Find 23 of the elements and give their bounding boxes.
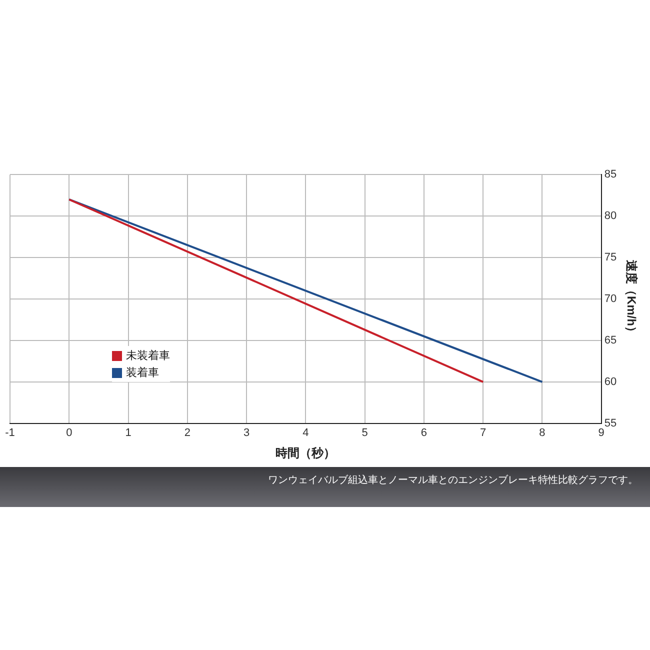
y-tick-label: 60 (604, 376, 617, 388)
y-axis-title: 速度（Km/h） (624, 259, 638, 338)
legend-label: 未装着車 (126, 348, 170, 363)
x-tick-label: 8 (539, 427, 546, 440)
x-tick-label: 5 (362, 427, 368, 440)
y-tick-label: 70 (604, 293, 617, 306)
x-tick-label: 0 (66, 427, 72, 440)
x-tick-label: 6 (420, 427, 428, 440)
x-tick-label: 4 (302, 427, 309, 440)
legend-label: 装着車 (126, 365, 159, 380)
y-tick-label: 85 (604, 168, 617, 181)
x-tick-label: 1 (125, 427, 132, 440)
x-tick-label: 2 (184, 427, 190, 440)
y-tick-label: 80 (604, 210, 617, 222)
x-tick-label: 9 (598, 427, 604, 440)
x-tick-label: -1 (5, 427, 15, 440)
x-axis-title: 時間（秒） (276, 446, 336, 460)
x-tick-label: 3 (243, 427, 250, 440)
y-tick-label: 75 (604, 252, 617, 264)
y-tick-label: 65 (604, 334, 617, 346)
text: ワンウェイバルブ組込車とノーマル車とのエンジンブレーキ特性比較グラフです。 (267, 474, 638, 487)
y-tick-label: 55 (604, 417, 617, 430)
x-tick-label: 7 (480, 427, 486, 440)
